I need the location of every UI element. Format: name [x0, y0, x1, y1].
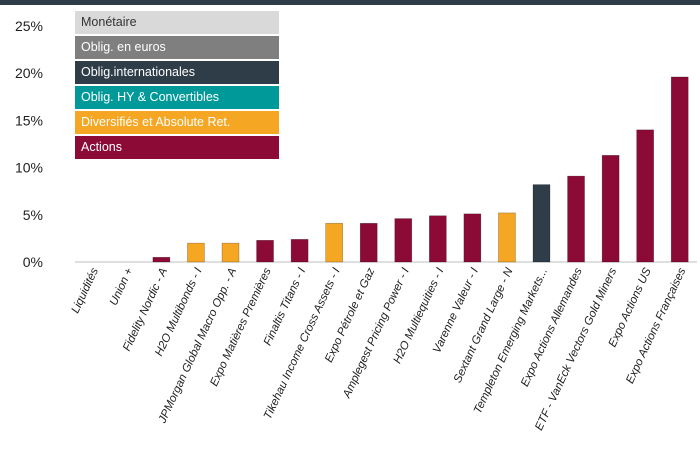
- bar: [636, 129, 654, 263]
- bar: [394, 218, 413, 263]
- bar: [359, 222, 378, 263]
- y-tick-label: 25%: [15, 18, 43, 34]
- bar: [567, 175, 585, 263]
- x-tick-label: Union +: [108, 266, 136, 308]
- bar: [498, 212, 516, 263]
- bar: [325, 222, 343, 263]
- bar: [601, 155, 620, 263]
- x-tick-label: Amplegest Pricing Power - I: [341, 265, 413, 400]
- y-tick-label: 10%: [15, 160, 43, 176]
- bar: [429, 215, 447, 263]
- x-tick-label: Liquidités: [70, 266, 102, 315]
- bar: [532, 184, 551, 263]
- bar: [463, 213, 482, 263]
- y-tick-label: 5%: [23, 207, 43, 223]
- bar: [221, 242, 240, 263]
- bar: [256, 239, 274, 263]
- y-tick-label: 15%: [15, 112, 43, 128]
- y-tick-label: 20%: [15, 65, 43, 81]
- legend-item: Actions: [75, 136, 279, 159]
- bar: [290, 239, 309, 263]
- x-tick-label: Expo Actions Allemandes: [519, 266, 585, 389]
- x-axis-labels: Liquidités Union +Fidelity Nordic - AH2O …: [70, 265, 689, 432]
- legend-item: Oblig. HY & Convertibles: [75, 86, 279, 109]
- bar: [187, 242, 205, 263]
- legend-item: Monétaire: [75, 11, 279, 34]
- legend-item: Diversifiés et Absolute Ret.: [75, 111, 279, 134]
- x-tick-label: Expo Matières Premières: [208, 266, 274, 388]
- y-axis-ticks: 0% 5% 10% 15% 20% 25%: [15, 18, 43, 270]
- bar: [152, 256, 171, 263]
- legend-item: Oblig.internationales: [75, 61, 279, 84]
- legend: Monétaire Oblig. en euros Oblig.internatio…: [75, 11, 279, 161]
- legend-item: Oblig. en euros: [75, 36, 279, 59]
- y-tick-label: 0%: [23, 254, 43, 270]
- bars: [152, 76, 689, 263]
- top-bar: [0, 0, 700, 5]
- bar: [670, 76, 689, 263]
